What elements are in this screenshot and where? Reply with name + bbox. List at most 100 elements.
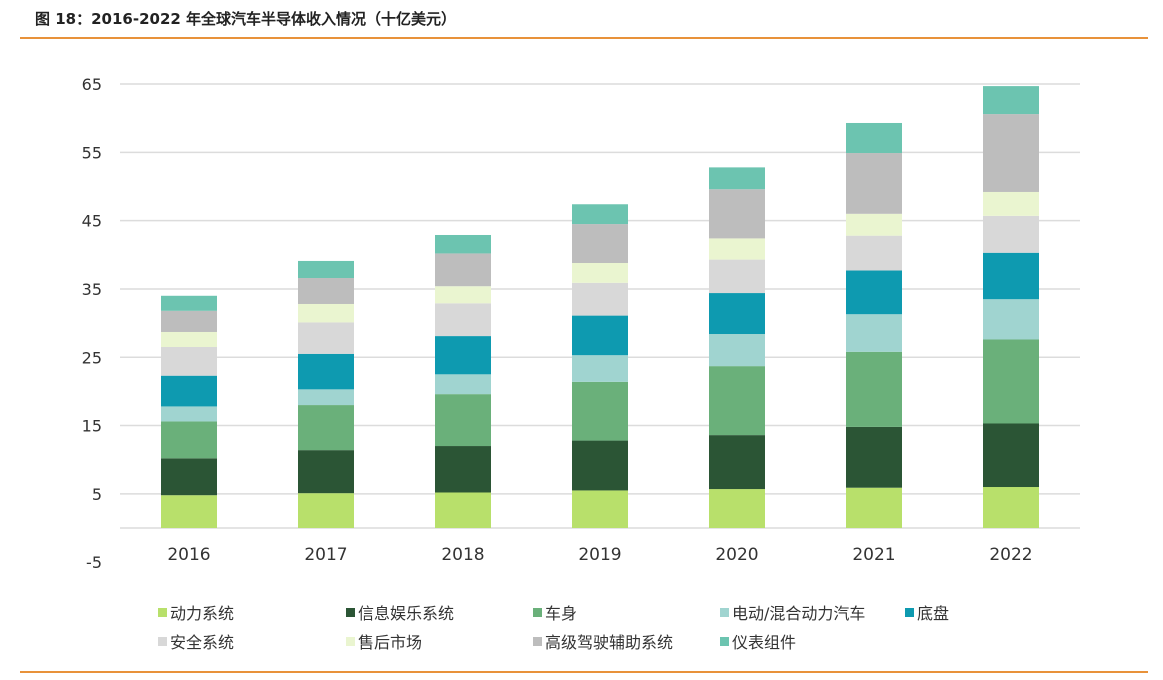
bar-segment-2020-3 (709, 334, 765, 367)
legend-swatch (158, 607, 167, 617)
legend-item: 底盘 (905, 600, 949, 624)
bar-segment-2020-8 (709, 167, 765, 190)
bar-segment-2019-5 (572, 282, 628, 316)
x-tick-label: 2017 (304, 545, 347, 565)
legend-swatch (720, 636, 729, 646)
bar-segment-2016-3 (161, 406, 217, 422)
bar-segment-2022-8 (983, 86, 1039, 115)
y-tick-label: 35 (82, 280, 102, 299)
bar-segment-2018-8 (435, 234, 491, 254)
bar-segment-2017-0 (298, 493, 354, 528)
legend-label: 售后市场 (358, 633, 423, 652)
bar-segment-2017-1 (298, 450, 354, 494)
bar-segment-2018-5 (435, 303, 491, 337)
bar-segment-2016-6 (161, 331, 217, 348)
y-tick-label: 45 (82, 212, 102, 231)
legend-item: 动力系统 (158, 600, 234, 624)
y-tick-label: 15 (82, 417, 102, 436)
legend-label: 动力系统 (170, 604, 235, 623)
bar-segment-2020-5 (709, 259, 765, 294)
legend-swatch (720, 607, 729, 617)
bar-segment-2022-6 (983, 191, 1039, 216)
bar-segment-2020-6 (709, 238, 765, 260)
bar-segment-2019-1 (572, 440, 628, 491)
bar-segment-2022-4 (983, 252, 1039, 300)
top-rule (20, 37, 1148, 39)
bar-segment-2020-2 (709, 366, 765, 436)
legend-item: 安全系统 (158, 629, 234, 653)
x-tick-label: 2020 (715, 545, 758, 565)
x-tick-label: 2016 (167, 545, 210, 565)
bar-segment-2017-8 (298, 260, 354, 279)
bar-segment-2017-6 (298, 303, 354, 323)
bar-segment-2017-4 (298, 353, 354, 390)
bar-segment-2019-2 (572, 381, 628, 441)
legend-label: 信息娱乐系统 (358, 604, 455, 623)
bar-segment-2022-2 (983, 339, 1039, 424)
bar-segment-2019-6 (572, 262, 628, 283)
bar-segment-2020-1 (709, 435, 765, 490)
x-tick-label: 2019 (578, 545, 621, 565)
y-tick-label: 65 (82, 75, 102, 94)
bottom-rule (20, 671, 1148, 673)
y-tick-label: 5 (92, 485, 102, 504)
y-tick-label: -5 (86, 553, 102, 572)
bar-segment-2019-7 (572, 224, 628, 263)
bar-segment-2020-4 (709, 293, 765, 335)
bar-segment-2020-7 (709, 189, 765, 239)
bar-segment-2021-2 (846, 351, 902, 427)
legend-swatch (533, 607, 542, 617)
bar-segment-2016-8 (161, 295, 217, 311)
y-tick-label: 25 (82, 348, 102, 367)
legend-swatch (346, 607, 355, 617)
bar-segment-2021-5 (846, 235, 902, 271)
bar-segment-2016-4 (161, 375, 217, 407)
bar-segment-2018-3 (435, 374, 491, 395)
bar-segment-2018-6 (435, 286, 491, 304)
bar-segment-2019-8 (572, 204, 628, 225)
bar-segment-2021-3 (846, 314, 902, 352)
legend-label: 车身 (545, 604, 578, 623)
bar-segment-2016-2 (161, 421, 217, 459)
bar-segment-2017-5 (298, 322, 354, 354)
bar-segment-2022-1 (983, 423, 1039, 488)
bar-segment-2016-0 (161, 495, 217, 528)
bar-segment-2022-3 (983, 299, 1039, 340)
legend-item: 仪表组件 (720, 629, 796, 653)
bar-segment-2019-4 (572, 315, 628, 356)
bar-segment-2017-2 (298, 405, 354, 451)
x-tick-label: 2018 (441, 545, 484, 565)
figure-title: 图 18：2016-2022 年全球汽车半导体收入情况（十亿美元） (35, 10, 457, 28)
bar-segment-2019-3 (572, 355, 628, 382)
bar-segment-2021-7 (846, 153, 902, 214)
x-tick-label: 2022 (989, 545, 1032, 565)
legend-label: 底盘 (917, 604, 950, 623)
bar-segment-2021-8 (846, 122, 902, 154)
bar-segment-2018-2 (435, 394, 491, 447)
legend-label: 仪表组件 (732, 633, 797, 652)
legend-item: 电动/混合动力汽车 (720, 600, 865, 624)
legend-label: 电动/混合动力汽车 (732, 604, 866, 623)
bar-segment-2018-4 (435, 336, 491, 375)
legend-item: 售后市场 (346, 629, 422, 653)
legend-item: 车身 (533, 600, 577, 624)
legend-label: 高级驾驶辅助系统 (545, 633, 674, 652)
bar-segment-2021-0 (846, 487, 902, 528)
bar-segment-2021-1 (846, 426, 902, 488)
bar-segment-2017-3 (298, 389, 354, 406)
legend-swatch (533, 636, 542, 646)
bar-segment-2022-5 (983, 215, 1039, 253)
bar-segment-2018-0 (435, 492, 491, 528)
bar-segment-2016-7 (161, 310, 217, 332)
legend-label: 安全系统 (170, 633, 235, 652)
x-tick-label: 2021 (852, 545, 895, 565)
bar-segment-2016-1 (161, 458, 217, 496)
bar-segment-2022-0 (983, 487, 1039, 528)
bar-segment-2018-7 (435, 253, 491, 287)
legend-swatch (905, 607, 914, 617)
y-tick-label: 55 (82, 143, 102, 162)
legend-swatch (346, 636, 355, 646)
bar-segment-2020-0 (709, 489, 765, 528)
bar-segment-2016-5 (161, 347, 217, 376)
